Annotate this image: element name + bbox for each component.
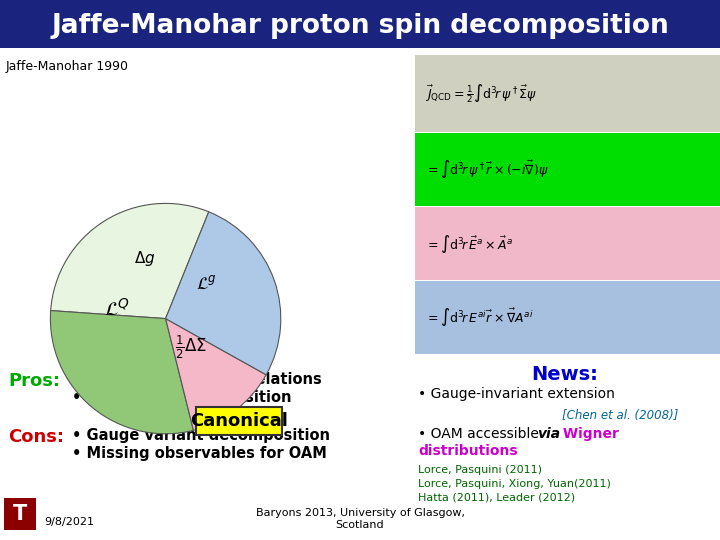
Text: T: T — [13, 504, 27, 524]
Text: via: via — [537, 427, 560, 441]
Text: Jaffe-Manohar 1990: Jaffe-Manohar 1990 — [6, 60, 129, 73]
Text: Cons:: Cons: — [8, 428, 64, 446]
Text: $\vec{J}_{\mathrm{QCD}} = \frac{1}{2}\int \mathrm{d}^3\!r\, \psi^\dagger \vec{\S: $\vec{J}_{\mathrm{QCD}} = \frac{1}{2}\in… — [425, 83, 537, 105]
Wedge shape — [50, 310, 194, 434]
Text: • OAM accessible: • OAM accessible — [418, 427, 544, 441]
Bar — [415, 133, 720, 206]
Wedge shape — [166, 212, 281, 375]
Text: Baryons 2013, University of Glasgow,
Scotland: Baryons 2013, University of Glasgow, Sco… — [256, 508, 464, 530]
Text: • Gauge variant decomposition: • Gauge variant decomposition — [72, 428, 330, 443]
Text: • Satisfies Canonical relations: • Satisfies Canonical relations — [72, 372, 322, 387]
Wedge shape — [50, 204, 209, 319]
Text: distributions: distributions — [418, 444, 518, 458]
Text: [Chen et al. (2008)]: [Chen et al. (2008)] — [562, 409, 678, 422]
Text: $\mathcal{L}^g$: $\mathcal{L}^g$ — [196, 275, 216, 293]
Text: • Gauge-invariant extension: • Gauge-invariant extension — [418, 387, 615, 401]
Text: • Complete decomposition: • Complete decomposition — [72, 390, 292, 405]
Bar — [415, 55, 720, 132]
Text: $= \int \mathrm{d}^3\!r\, \vec{E}^a \times \vec{A}^a$: $= \int \mathrm{d}^3\!r\, \vec{E}^a \tim… — [425, 233, 513, 255]
Text: $\frac{1}{2}\Delta\Sigma$: $\frac{1}{2}\Delta\Sigma$ — [175, 334, 207, 361]
Bar — [415, 281, 720, 354]
Text: $\mathcal{L}^Q$: $\mathcal{L}^Q$ — [104, 299, 130, 320]
FancyBboxPatch shape — [196, 407, 282, 435]
Wedge shape — [166, 319, 266, 430]
Text: Wigner: Wigner — [558, 427, 619, 441]
Text: Hatta (2011), Leader (2012): Hatta (2011), Leader (2012) — [418, 493, 575, 503]
Text: $= \int \mathrm{d}^3\!r\, \psi^\dagger \vec{r} \times (-i\vec{\nabla})\psi$: $= \int \mathrm{d}^3\!r\, \psi^\dagger \… — [425, 159, 549, 181]
Text: Pros:: Pros: — [8, 372, 60, 390]
Bar — [415, 207, 720, 280]
Text: 9/8/2021: 9/8/2021 — [44, 517, 94, 527]
Text: Lorce, Pasquini, Xiong, Yuan(2011): Lorce, Pasquini, Xiong, Yuan(2011) — [418, 479, 611, 489]
Text: $= \int \mathrm{d}^3\!r\, E^{ai}\vec{r} \times \vec{\nabla}A^{ai}$: $= \int \mathrm{d}^3\!r\, E^{ai}\vec{r} … — [425, 307, 534, 329]
Text: News:: News: — [531, 365, 598, 384]
Text: Jaffe-Manohar proton spin decomposition: Jaffe-Manohar proton spin decomposition — [51, 13, 669, 39]
Text: Canonical: Canonical — [190, 412, 288, 430]
Text: $\Delta g$: $\Delta g$ — [134, 249, 156, 268]
Bar — [4, 498, 36, 530]
Text: • Missing observables for OAM: • Missing observables for OAM — [72, 446, 327, 461]
Bar — [0, 0, 720, 48]
Text: Lorce, Pasquini (2011): Lorce, Pasquini (2011) — [418, 465, 542, 475]
